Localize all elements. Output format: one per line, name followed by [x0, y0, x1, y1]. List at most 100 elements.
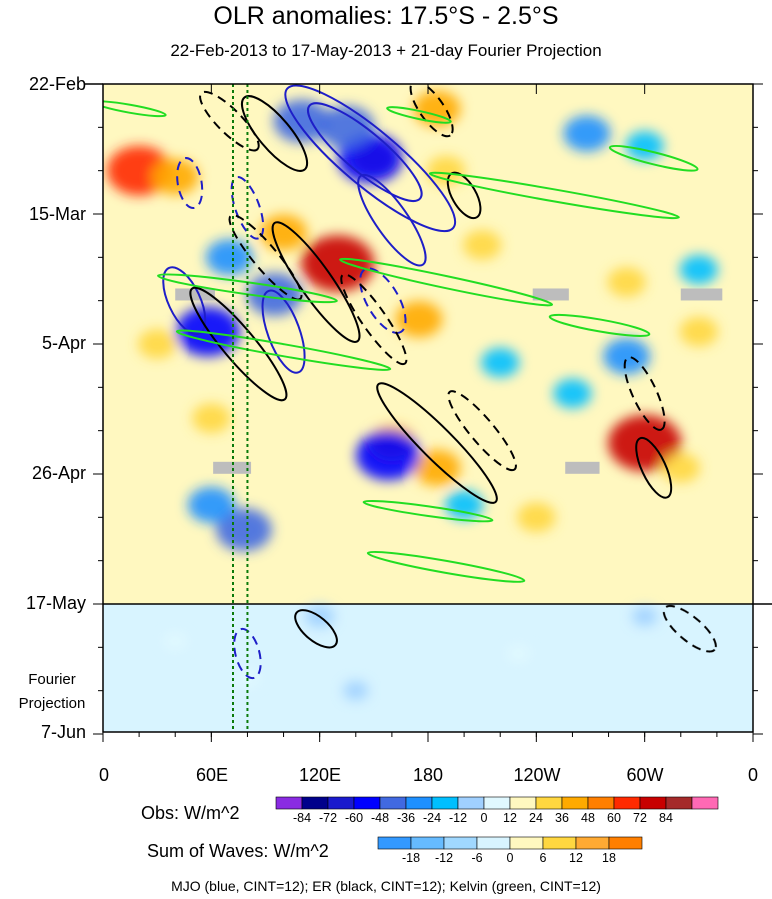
colorbar-tick-label: -12 — [448, 811, 468, 825]
anomaly-blob — [661, 453, 700, 483]
waves-colorbar-label: Sum of Waves: W/m^2 — [147, 841, 329, 861]
er-contour — [228, 214, 303, 301]
anomaly-blob — [563, 115, 611, 152]
missing-data-bar — [565, 461, 600, 474]
colorbar-swatch — [691, 796, 719, 810]
anomaly-blob — [426, 155, 466, 186]
anomaly-blob — [553, 378, 592, 409]
colorbar-tick-label: -18 — [401, 851, 421, 865]
y-tick-label: 15-Mar — [28, 204, 86, 224]
colorbar-tick-label: 48 — [581, 811, 595, 825]
mjo-contour — [233, 627, 262, 680]
colorbar-tick-label: 84 — [659, 811, 673, 825]
y-tick-label: 22-Feb — [28, 74, 86, 94]
er-contour — [635, 436, 673, 499]
colorbar-swatch — [587, 796, 615, 810]
colorbar-tick-label: 6 — [539, 851, 547, 865]
colorbar-swatch — [535, 796, 563, 810]
colorbar-swatch — [613, 796, 641, 810]
colorbar-tick-label: 24 — [529, 811, 543, 825]
anomaly-blob — [260, 214, 308, 251]
colorbar-tick-label: 0 — [506, 851, 514, 865]
colorbar-swatch — [275, 796, 303, 810]
anomaly-blob — [343, 680, 369, 701]
y-tick-label: 17-May — [25, 593, 86, 613]
colorbar-tick-label: -84 — [292, 811, 312, 825]
colorbar-swatch — [327, 796, 355, 810]
er-contour — [340, 273, 408, 366]
colorbar-swatch — [575, 836, 610, 850]
anomaly-blob — [162, 631, 188, 651]
y-tick-label: 7-Jun — [40, 722, 86, 742]
anomaly-blob — [215, 508, 272, 552]
anomaly-blob — [205, 239, 253, 276]
colorbar-swatch — [379, 796, 407, 810]
kelvin-contour — [608, 144, 699, 172]
colorbar-swatch — [457, 796, 485, 810]
chart-subtitle: 22-Feb-2013 to 17-May-2013 + 21-day Four… — [170, 41, 602, 60]
er-contour — [447, 390, 517, 472]
anomaly-blob — [463, 230, 502, 260]
colorbar-swatch — [483, 796, 511, 810]
colorbar-tick-label: 12 — [569, 851, 583, 865]
x-tick-label: 120W — [513, 765, 561, 785]
colorbar-tick-label: 72 — [633, 811, 647, 825]
colorbar-tick-label: -36 — [396, 811, 416, 825]
anomaly-blob — [632, 606, 658, 627]
er-contour — [199, 90, 260, 152]
y-tick-label: 26-Apr — [31, 463, 86, 483]
kelvin-contour — [548, 313, 651, 337]
anomaly-blob — [187, 486, 235, 524]
colorbar-swatch — [405, 796, 433, 810]
anomaly-blob — [413, 90, 461, 127]
x-tick-label: 60W — [626, 765, 664, 785]
er-contour — [376, 382, 498, 504]
colorbar-swatch — [665, 796, 693, 810]
colorbar-swatch — [608, 836, 643, 850]
kelvin-contour — [366, 550, 526, 583]
colorbar-swatch — [443, 836, 478, 850]
anomaly-blob — [138, 329, 177, 359]
er-contour — [409, 84, 454, 138]
colorbar-tick-label: 0 — [480, 811, 488, 825]
missing-data-bar — [680, 288, 723, 301]
obs-colorbar-label: Obs: W/m^2 — [141, 803, 240, 823]
anomaly-blob — [192, 403, 231, 434]
anomaly-blob — [395, 301, 443, 338]
mjo-contour — [261, 289, 306, 374]
projection-background — [103, 604, 753, 732]
kelvin-contour — [103, 100, 167, 118]
anomaly-blob — [151, 158, 199, 195]
x-tick-label: 0 — [98, 765, 110, 785]
colorbar-tick-label: 12 — [503, 811, 517, 825]
anomaly-blob — [481, 347, 520, 378]
colorbar-tick-label: -48 — [370, 811, 390, 825]
colorbar-swatch — [431, 796, 459, 810]
mjo-contour — [357, 173, 427, 267]
er-contour — [294, 609, 338, 649]
colorbar-swatch — [509, 836, 544, 850]
anomaly-blob — [607, 267, 646, 297]
colorbar-swatch — [509, 796, 537, 810]
kelvin-contour — [362, 499, 494, 523]
colorbar-swatch — [542, 836, 577, 850]
mjo-contour — [284, 84, 457, 233]
anomaly-blob — [679, 254, 718, 285]
colorbar-swatch — [410, 836, 445, 850]
anomaly-blob — [273, 99, 330, 143]
projection-label-line2: Projection — [18, 695, 86, 712]
anomaly-blob — [356, 430, 421, 481]
mjo-contour — [359, 267, 407, 334]
anomaly-blob — [603, 338, 651, 375]
anomaly-blob — [444, 490, 484, 520]
projection-label-line1: Fourier — [28, 671, 76, 688]
colorbar-tick-label: 60 — [607, 811, 621, 825]
anomaly-blob — [517, 502, 556, 533]
er-contour — [189, 286, 288, 402]
kelvin-contour — [428, 171, 680, 220]
er-contour — [240, 95, 309, 172]
mjo-contour — [230, 175, 265, 240]
mjo-contour — [307, 102, 423, 202]
colorbar-swatch — [301, 796, 329, 810]
